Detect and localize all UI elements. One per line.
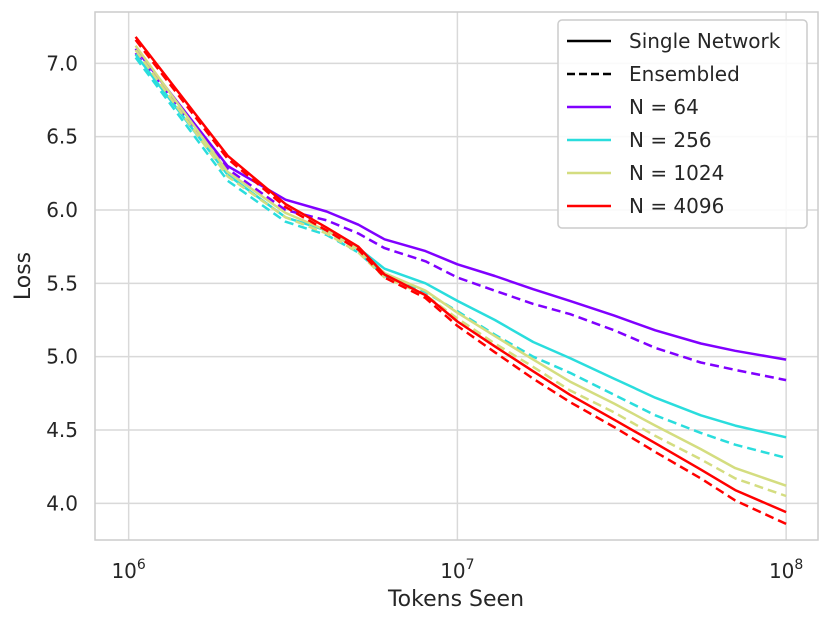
series-line-n-4096-solid xyxy=(134,36,787,514)
y-tick-label: 5.0 xyxy=(46,345,78,369)
y-tick-label: 6.0 xyxy=(46,198,78,222)
y-tick-labels: 4.0 4.5 5.0 5.5 6.0 6.5 7.0 xyxy=(46,51,78,515)
series-line-n-1024-solid xyxy=(134,44,787,487)
legend-box xyxy=(557,19,808,229)
y-tick-label: 7.0 xyxy=(46,51,78,75)
x-axis-title: Tokens Seen xyxy=(387,587,524,612)
legend: Single Network Ensembled N = 64 N = 256 N = … xyxy=(557,19,808,229)
series-line-n-1024-dashed xyxy=(134,49,787,498)
series-layer xyxy=(134,36,787,526)
series-line-n-64-solid xyxy=(134,47,787,361)
series-line-n-256-solid xyxy=(134,53,787,439)
plot-frame xyxy=(94,11,819,541)
y-axis-title: Loss xyxy=(11,252,36,300)
legend-label: N = 256 xyxy=(629,128,712,152)
y-tick-label: 4.5 xyxy=(46,418,78,442)
legend-label: N = 64 xyxy=(629,95,699,119)
legend-label: Single Network xyxy=(629,29,781,53)
y-tick-label: 4.0 xyxy=(46,491,78,515)
x-tick-label: 108 xyxy=(769,557,803,583)
x-tick-labels: 106 107 108 xyxy=(111,557,803,583)
x-tick-label: 107 xyxy=(440,557,474,583)
y-tick-label: 6.5 xyxy=(46,125,78,149)
legend-label: Ensembled xyxy=(629,62,740,86)
legend-label: N = 4096 xyxy=(629,194,724,218)
y-tick-label: 5.5 xyxy=(46,271,78,295)
legend-label: N = 1024 xyxy=(629,161,724,185)
x-tick-label: 106 xyxy=(111,557,145,583)
